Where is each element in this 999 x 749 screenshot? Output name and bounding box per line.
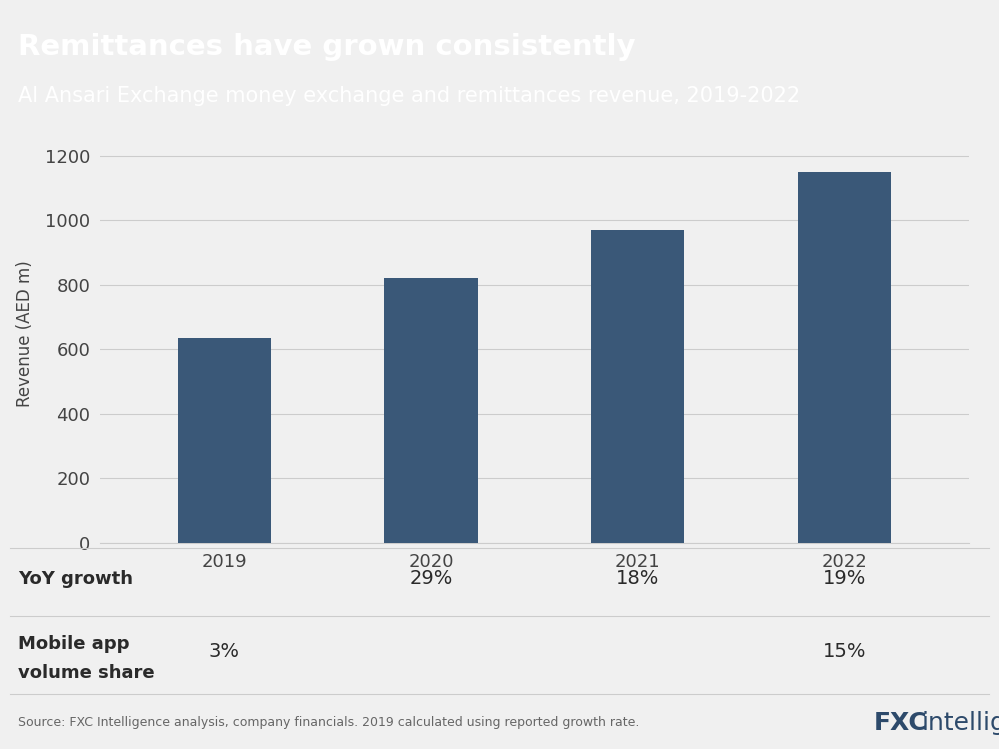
Text: Mobile app: Mobile app [18,635,130,653]
Bar [385,279,478,543]
Text: FXC: FXC [874,711,928,735]
Text: 15%: 15% [823,642,866,661]
Bar [798,172,891,543]
Text: YoY growth: YoY growth [18,569,133,588]
Text: intelligence: intelligence [922,711,999,735]
Text: Remittances have grown consistently: Remittances have grown consistently [18,33,635,61]
Text: Al Ansari Exchange money exchange and remittances revenue, 2019-2022: Al Ansari Exchange money exchange and re… [18,86,800,106]
Text: Source: FXC Intelligence analysis, company financials. 2019 calculated using rep: Source: FXC Intelligence analysis, compa… [18,715,639,729]
Text: 18%: 18% [616,569,659,588]
Bar [591,230,684,543]
Text: 29%: 29% [410,569,453,588]
Bar [178,338,271,543]
Y-axis label: Revenue (AED m): Revenue (AED m) [16,260,34,407]
Text: volume share: volume share [18,664,155,682]
Text: 19%: 19% [823,569,866,588]
Text: 3%: 3% [209,642,240,661]
